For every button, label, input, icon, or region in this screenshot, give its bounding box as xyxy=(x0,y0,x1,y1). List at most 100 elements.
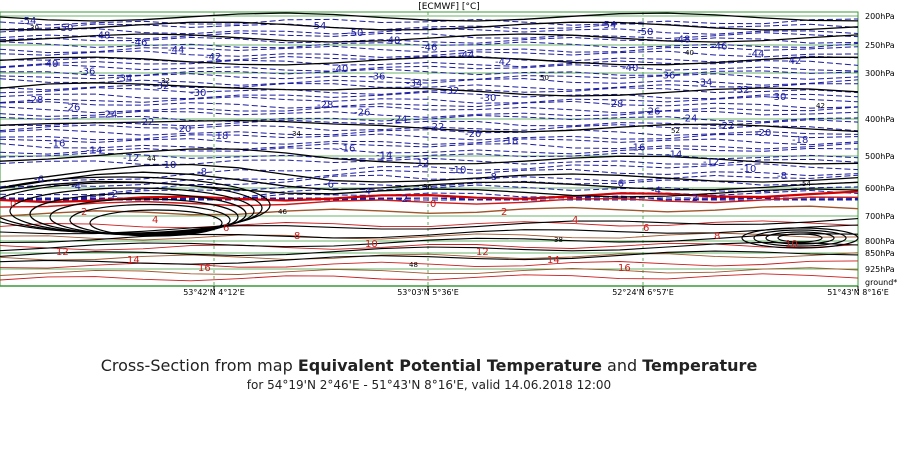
cold-isotherm-label: -48 xyxy=(384,35,400,46)
warm-isotherm-line xyxy=(0,220,859,229)
cold-isotherm-line xyxy=(0,168,859,189)
warm-isotherm-line xyxy=(0,190,859,204)
cold-isotherm-line xyxy=(0,106,859,114)
cold-isotherm-label: -46 xyxy=(711,42,727,53)
theta-e-label: 42 xyxy=(816,102,825,110)
cold-isotherm-label: -4 xyxy=(71,182,81,193)
warm-isotherm-line xyxy=(0,273,859,282)
theta-e-label: 38 xyxy=(554,236,563,244)
theta-e-contour-line xyxy=(0,33,859,43)
cold-isotherm-label: -54 xyxy=(600,20,616,31)
cold-isotherm-label: -18 xyxy=(502,136,518,147)
chart-caption: Cross-Section from map Equivalent Potent… xyxy=(0,356,858,392)
pressure-level-label: ground* xyxy=(865,278,897,287)
warm-isotherm-label: 4 xyxy=(152,215,158,226)
title-prefix: Cross-Section from map xyxy=(100,356,298,375)
cold-isotherm-line xyxy=(0,27,859,35)
cold-isotherm-label: -8 xyxy=(777,171,787,182)
cold-isotherm-label: -24 xyxy=(391,115,407,126)
plot-area: -54 -54 -54-50 -50 -50-48 -48 -48-46 -46 -46-44-… xyxy=(0,11,859,287)
theta-e-loop xyxy=(765,231,835,245)
theta-e-label: 34 xyxy=(292,130,301,138)
cold-isotherm-label: -22 xyxy=(718,121,734,132)
theta-e-contour-line xyxy=(0,56,858,66)
location-label: 53°42'N 4°12'E xyxy=(183,288,245,297)
cold-isotherm-line xyxy=(0,41,859,49)
cold-isotherm-label: -30 xyxy=(480,93,496,104)
warm-isotherm-label: 14 xyxy=(547,255,560,266)
cold-isotherm-label: -28 xyxy=(607,99,623,110)
theta-e-contour-line xyxy=(0,82,859,97)
cold-isotherm-label: -2 xyxy=(688,193,698,204)
pressure-level-label: 500hPa xyxy=(865,152,895,161)
cold-isotherm-line xyxy=(0,157,859,165)
theta-e-label: 36 xyxy=(423,183,432,191)
cold-isotherm-label: -18 xyxy=(212,131,228,142)
cold-isotherm-line xyxy=(0,138,859,146)
cold-isotherm-line xyxy=(0,124,859,132)
theta-e-contour-line xyxy=(0,21,859,31)
cold-isotherm-label: -44 xyxy=(748,49,764,60)
theta-e-label: 54 xyxy=(802,180,811,188)
cold-isotherm-line xyxy=(0,119,859,127)
theta-e-label: 30 xyxy=(30,24,39,32)
location-label: 52°24'N 6°57'E xyxy=(612,288,674,297)
cold-isotherm-label: -26 xyxy=(64,102,80,113)
cold-isotherm-line xyxy=(0,32,859,40)
cold-isotherm-line xyxy=(0,78,859,86)
cold-isotherm-line xyxy=(0,163,859,188)
theta-e-contour-line xyxy=(0,218,859,235)
cold-isotherm-label: -12 xyxy=(413,158,429,169)
warm-isotherm-line xyxy=(0,267,859,276)
cold-isotherm-label: -10 xyxy=(160,160,176,171)
source-units-label: [ECMWF] [°C] xyxy=(418,2,480,12)
cold-isotherm-label: -20 xyxy=(175,124,191,135)
grid-lines xyxy=(0,12,858,287)
warm-isotherm-label: 14 xyxy=(127,255,140,266)
pressure-level-label: 200hPa xyxy=(865,12,895,21)
theta-e-contour-line xyxy=(0,224,859,244)
cold-isotherm-line xyxy=(0,59,859,68)
cold-isotherm-label: -10 xyxy=(450,165,466,176)
cold-isotherm-label: -46 xyxy=(131,38,147,49)
pressure-level-label: 925hPa xyxy=(865,265,895,274)
theta-e-contour-line xyxy=(0,12,859,22)
cold-isotherm-label: -14 xyxy=(86,146,102,157)
cold-isotherm-label: -26 xyxy=(644,106,660,117)
warm-isotherm-label: 10 xyxy=(365,239,378,250)
cold-isotherm-label: -48 xyxy=(674,34,690,45)
cold-isotherm-line xyxy=(0,110,859,118)
cold-isotherm-label: -54 xyxy=(310,21,326,32)
warm-isotherm-label: 16 xyxy=(618,263,631,274)
cold-isotherm-label: -8 xyxy=(197,167,207,178)
cold-isotherm-label: -24 xyxy=(681,114,697,125)
cold-isotherm-label: -6 xyxy=(34,174,44,185)
theta-e-contour-line xyxy=(0,250,859,265)
chart-subtitle: for 54°19'N 2°46'E - 51°43'N 8°16'E, val… xyxy=(246,378,612,392)
cold-isotherm-label: -40 xyxy=(332,64,348,75)
cold-isotherm-label: -34 xyxy=(116,74,132,85)
cold-isotherm-label: -40 xyxy=(622,63,638,74)
cold-isotherm-label: -28 xyxy=(27,95,43,106)
cold-isotherm-line xyxy=(0,50,859,58)
cold-isotherm-label: -44 xyxy=(458,50,474,61)
warm-isotherm-label: 8 xyxy=(294,231,300,242)
theta-e-contour-line xyxy=(0,241,859,257)
cold-isotherm-label: -28 xyxy=(317,100,333,111)
cold-isotherm-label: -20 xyxy=(755,128,771,139)
warm-isotherm-label: 2 xyxy=(81,207,87,218)
cold-isotherm-label: -32 xyxy=(443,86,459,97)
pressure-level-label: 250hPa xyxy=(865,41,895,50)
cold-isotherm-label: -40 xyxy=(42,59,58,70)
cold-isotherm-label: -42 xyxy=(495,57,511,68)
pressure-level-label: 850hPa xyxy=(865,249,895,258)
cold-isotherm-label: -48 xyxy=(94,30,110,41)
cold-isotherm-line xyxy=(0,189,859,201)
cold-isotherm-label: -12 xyxy=(703,157,719,168)
cold-isotherm-label: -18 xyxy=(792,135,808,146)
cold-isotherm-label: -16 xyxy=(49,138,65,149)
cold-isotherm-line xyxy=(0,87,859,95)
cold-isotherm-label: -50 xyxy=(637,27,653,38)
theta-e-contour-line xyxy=(0,163,859,183)
cold-isotherm-line xyxy=(0,174,859,196)
